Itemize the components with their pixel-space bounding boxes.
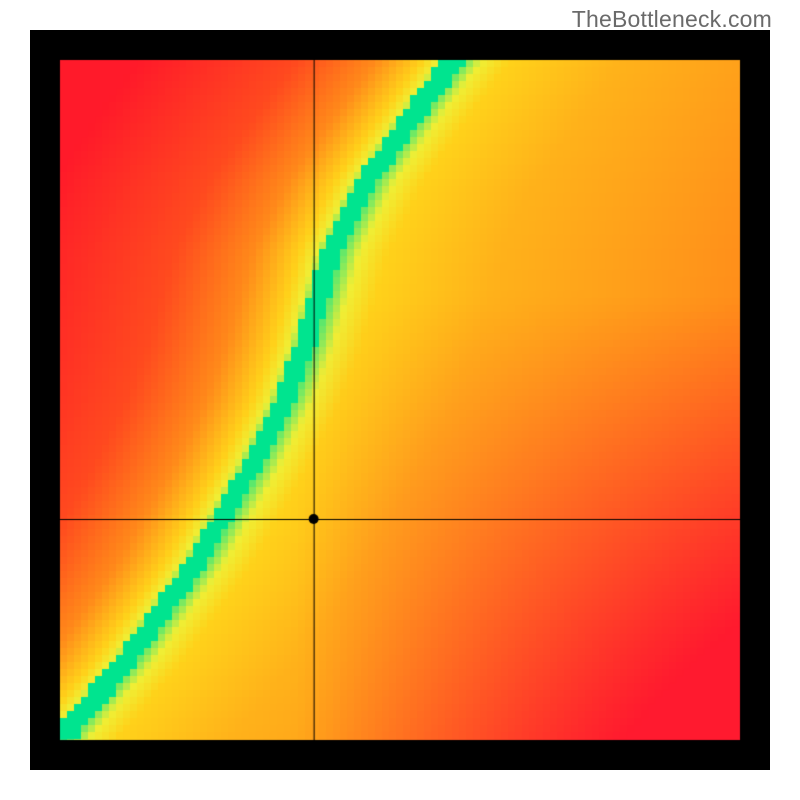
chart-container: TheBottleneck.com: [0, 0, 800, 800]
heatmap-canvas: [30, 30, 770, 770]
watermark-text: TheBottleneck.com: [572, 6, 772, 33]
